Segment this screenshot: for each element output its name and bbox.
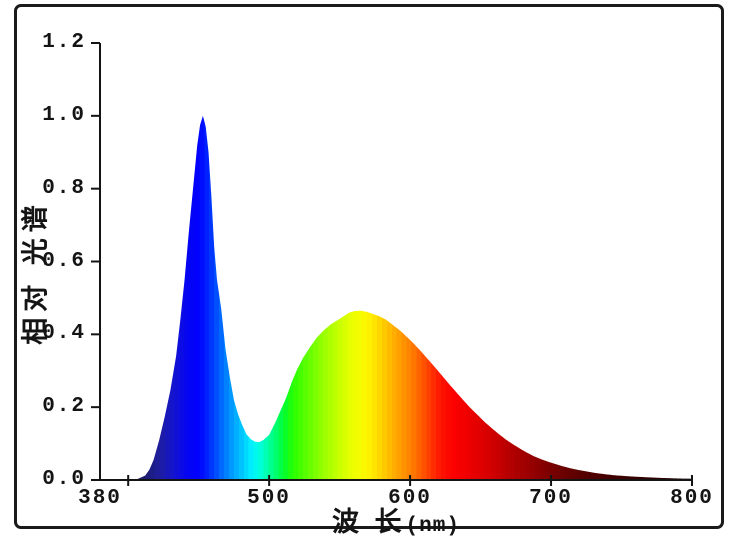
y-tick-label: 1.0 — [42, 104, 86, 127]
x-tick-label: 380 — [78, 487, 122, 510]
x-tick-label: 500 — [247, 487, 291, 510]
x-axis-title-unit: (nm) — [405, 515, 460, 536]
y-tick-label: 0.0 — [42, 468, 86, 491]
figure-frame — [14, 4, 724, 529]
y-tick-label: 0.4 — [42, 322, 86, 345]
y-tick-label: 0.8 — [42, 177, 86, 200]
y-tick-label: 1.2 — [42, 31, 86, 54]
spectrum-area-series — [135, 115, 693, 480]
y-tick-label: 0.6 — [42, 250, 86, 273]
x-axis-title-text: 波 长 — [332, 507, 406, 536]
x-tick-label: 600 — [388, 487, 432, 510]
x-tick-label: 700 — [529, 487, 573, 510]
x-tick-label: 800 — [670, 487, 714, 510]
x-axis-title: 波 长(nm) — [332, 500, 460, 536]
y-tick-label: 0.2 — [42, 395, 86, 418]
